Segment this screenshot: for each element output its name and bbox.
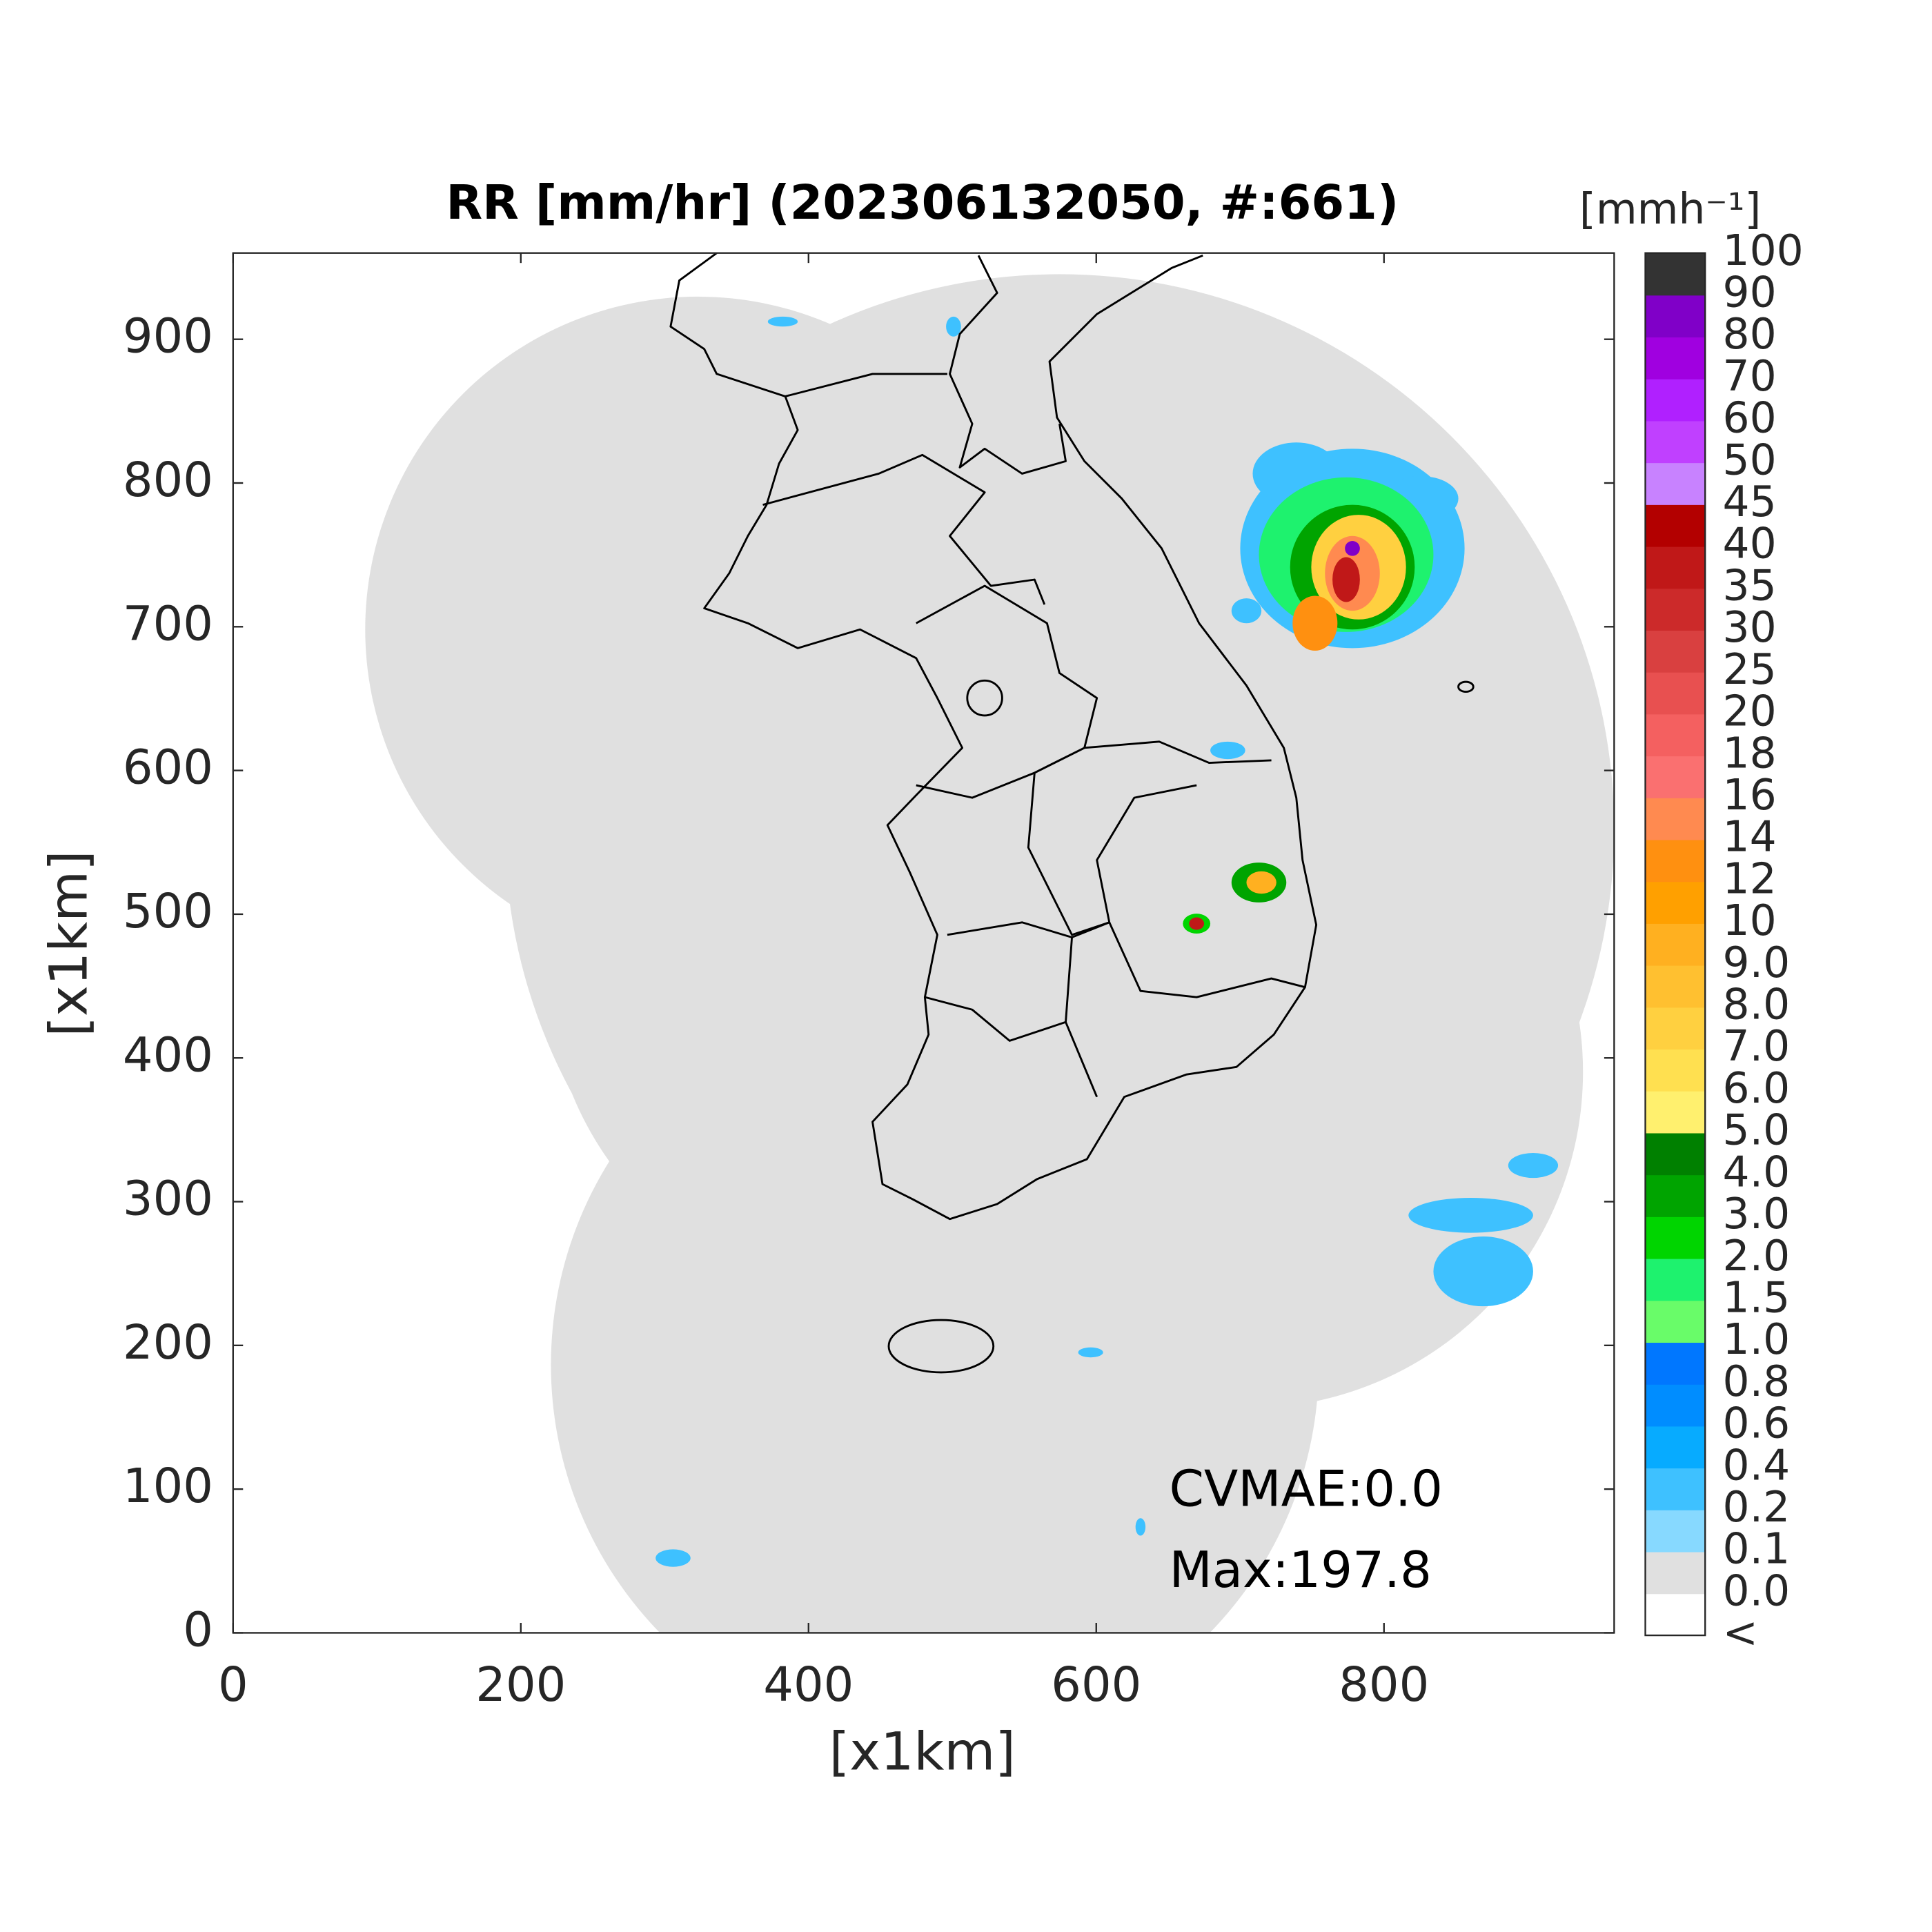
y-tick-label: 0 [183,1602,213,1657]
colorbar-bin [1645,546,1706,589]
colorbar-tick-label: < [1723,1608,1758,1657]
colorbar-tick-label: 0.6 [1723,1399,1791,1448]
colorbar-tick-label: 90 [1723,268,1777,317]
y-tick-label: 900 [123,309,213,364]
colorbar-tick-label: 8.0 [1723,980,1791,1029]
colorbar-tick-label: 0.2 [1723,1483,1791,1532]
colorbar-bin [1645,881,1706,924]
y-tick-label: 300 [123,1172,213,1227]
colorbar-bin [1645,965,1706,1008]
colorbar-tick-label: 5.0 [1723,1106,1791,1155]
plot-frame [232,252,1615,1634]
map-area [365,253,1615,1633]
colorbar-bin [1645,630,1706,673]
colorbar-bin [1645,1468,1706,1510]
colorbar-bin [1645,1383,1706,1427]
x-tick-label: 600 [1051,1657,1141,1713]
colorbar-bin [1645,1342,1706,1385]
colorbar-bin [1645,1551,1706,1595]
colorbar-frame [1644,252,1706,1637]
colorbar-bin [1645,588,1706,631]
colorbar-tick-label: 0.8 [1723,1357,1791,1406]
colorbar-bin [1645,1007,1706,1050]
y-tick-label: 600 [123,740,213,796]
colorbar-tick-label: 35 [1723,561,1777,610]
colorbar-tick-label: 100 [1723,226,1804,275]
x-axis-label: [x1km] [829,1721,1016,1782]
rain-echoes [656,316,1559,1567]
colorbar-bin [1645,1593,1706,1636]
colorbar-tick-label: 0.0 [1723,1566,1791,1615]
y-tick-label: 400 [123,1027,213,1083]
colorbar-bin [1645,462,1706,505]
colorbar-tick-label: 12 [1723,854,1777,903]
annotation: CVMAE:0.0 [1169,1460,1443,1518]
colorbar-bin [1645,420,1706,464]
y-tick-label: 700 [123,596,213,651]
colorbar-bin [1645,923,1706,966]
colorbar-bin [1645,1509,1706,1552]
colorbar-tick-label: 14 [1723,813,1777,862]
y-axis-label: [x1km] [39,850,99,1036]
y-tick-label: 800 [123,453,213,508]
colorbar-bin [1645,1216,1706,1259]
colorbar-tick-label: 30 [1723,603,1777,652]
colorbar-tick-label: 2.0 [1723,1232,1791,1281]
colorbar-tick-label: 0.1 [1723,1525,1791,1574]
colorbar-tick-label: 3.0 [1723,1190,1791,1239]
colorbar-bin [1645,839,1706,883]
colorbar-bin [1645,1049,1706,1092]
colorbar-tick-label: 70 [1723,352,1777,401]
colorbar-bin [1645,1090,1706,1134]
colorbar-tick-label: 1.0 [1723,1315,1791,1364]
x-tick-label: 200 [475,1657,566,1713]
colorbar-bin [1645,295,1706,338]
colorbar-tick-label: 16 [1723,771,1777,820]
colorbar-bin [1645,1300,1706,1343]
colorbar-bin [1645,756,1706,798]
colorbar-tick-label: 7.0 [1723,1022,1791,1071]
y-tick-label: 100 [123,1459,213,1514]
colorbar-bin [1645,1258,1706,1301]
colorbar-label: [mmh⁻¹] [1579,185,1762,234]
colorbar-bin [1645,378,1706,422]
x-tick-label: 800 [1339,1657,1429,1713]
colorbar-tick-label: 25 [1723,645,1777,694]
colorbar-bin [1645,1426,1706,1469]
colorbar-bin [1645,337,1706,379]
colorbar-tick-label: 1.5 [1723,1273,1791,1322]
y-tick-label: 500 [123,884,213,939]
colorbar-bin [1645,671,1706,715]
colorbar-tick-label: 20 [1723,687,1777,736]
colorbar-tick-label: 40 [1723,520,1777,569]
colorbar-tick-label: 80 [1723,310,1777,359]
colorbar-tick-label: 60 [1723,394,1777,443]
colorbar-tick-label: 50 [1723,435,1777,484]
colorbar-tick-label: 4.0 [1723,1147,1791,1196]
colorbar-bin [1645,1132,1706,1176]
colorbar-bin [1645,797,1706,840]
colorbar-bin [1645,504,1706,547]
annotation: Max:197.8 [1169,1541,1432,1599]
colorbar-tick-label: 0.4 [1723,1441,1791,1490]
colorbar-bin [1645,1174,1706,1217]
x-tick-label: 400 [763,1657,854,1713]
colorbar-bin [1645,253,1706,296]
colorbar-bin [1645,713,1706,757]
colorbar-tick-label: 45 [1723,477,1777,526]
colorbar-tick-label: 6.0 [1723,1064,1791,1113]
coastlines [669,253,1475,1374]
colorbar-tick-label: 10 [1723,896,1777,945]
chart-title: RR [mm/hr] (202306132050, #:661) [446,175,1399,230]
colorbar-tick-label: 9.0 [1723,938,1791,987]
colorbar-tick-label: 18 [1723,729,1777,778]
y-tick-label: 200 [123,1315,213,1370]
x-tick-label: 0 [218,1657,248,1713]
